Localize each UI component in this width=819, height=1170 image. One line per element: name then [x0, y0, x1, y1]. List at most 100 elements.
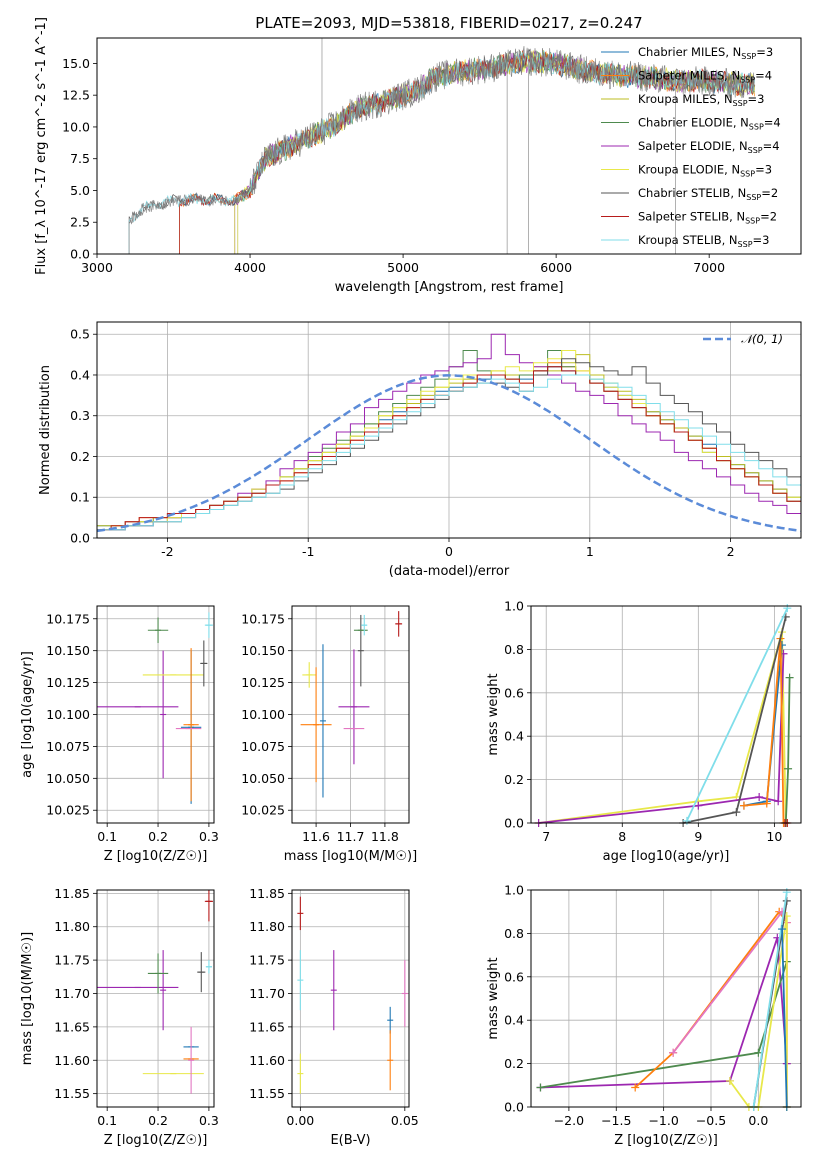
y-tick-label: 0.3: [70, 408, 90, 423]
y-tick-label: 0.4: [504, 729, 524, 744]
histogram-step: [97, 366, 801, 531]
x-tick-label: −2.0: [554, 1113, 584, 1128]
y-tick-label: 11.80: [249, 919, 285, 934]
legend-nssp: =3: [748, 92, 765, 106]
legend-nssp: =3: [753, 233, 770, 247]
y-tick-label: 11.65: [249, 1019, 285, 1034]
x-axis-label: wavelength [Angstrom, rest frame]: [335, 280, 564, 295]
y-axis-label: mass weight: [486, 673, 501, 755]
legend-subscript: SSP: [749, 123, 764, 132]
y-tick-label: 0.0: [504, 816, 524, 831]
legend-label: Salpeter ELODIE, NSSP=4: [638, 139, 780, 155]
errorbar-group: [97, 612, 213, 804]
y-tick-label: 11.75: [249, 953, 285, 968]
x-tick-label: 0.3: [199, 829, 219, 844]
y-tick-label: 11.55: [249, 1086, 285, 1101]
y-axis-label: Normed distribution: [38, 365, 53, 495]
x-axis-label: Z [log10(Z/Z☉)]: [104, 849, 208, 864]
weight-marker: [784, 764, 793, 773]
axes-frame: [291, 605, 410, 824]
y-tick-label: 5.0: [70, 183, 90, 198]
y-tick-label: 10.050: [46, 771, 90, 786]
histogram-step: [97, 354, 801, 527]
y-tick-label: 10.025: [46, 803, 90, 818]
axes-frame: [96, 605, 215, 824]
x-tick-label: 10: [766, 829, 782, 844]
y-tick-label: 11.55: [54, 1086, 90, 1101]
y-tick-label: 11.85: [54, 886, 90, 901]
y-tick-label: 11.60: [249, 1053, 285, 1068]
x-tick-label: 0.1: [97, 829, 117, 844]
legend-nssp: =4: [763, 139, 780, 153]
y-tick-label: 11.60: [54, 1053, 90, 1068]
y-tick-label: 10.0: [62, 119, 90, 134]
legend-label: 𝒩(0, 1): [741, 332, 783, 346]
y-tick-label: 11.75: [54, 953, 90, 968]
y-tick-label: 10.050: [241, 771, 285, 786]
weight-marker: [739, 801, 748, 810]
legend-nssp: =3: [756, 45, 773, 59]
legend-label: Salpeter MILES, NSSP=4: [638, 69, 772, 85]
x-tick-label: 6000: [540, 260, 572, 275]
legend-label: Salpeter STELIB, NSSP=2: [638, 210, 777, 226]
y-tick-label: 11.70: [54, 986, 90, 1001]
x-tick-label: 11.6: [302, 829, 330, 844]
legend-name: Kroupa ELODIE, N: [638, 163, 740, 177]
age-vs-mass-panel: 11.6 11.7 11.8 10.025 10.050 10.075 10.100 10.1…: [241, 605, 417, 864]
legend-nssp: =4: [755, 69, 772, 83]
mass-vs-ebv-panel: 0.00 0.05 11.55 11.60 11.65 11.70 11.75 11.80 11…: [249, 886, 419, 1148]
normal-curve: [97, 374, 801, 533]
y-tick-label: 0.0: [70, 247, 90, 262]
y-tick-label: 0.4: [504, 1013, 524, 1028]
y-tick-label: 11.80: [54, 919, 90, 934]
y-tick-label: 0.2: [70, 449, 90, 464]
y-tick-label: 0.2: [504, 772, 524, 787]
legend-nssp: =2: [761, 186, 778, 200]
legend-subscript: SSP: [740, 170, 755, 179]
x-tick-label: 11.8: [371, 829, 399, 844]
y-axis-label: Flux [f_λ 10^-17 erg cm^-2 s^-1 A^-1]: [34, 17, 49, 275]
residuals-panel: -2 -1 0 1 2 0.0 0.1 0.2 0.3 0.4 0.5 (data-model)/er…: [38, 321, 802, 579]
legend-label: Chabrier STELIB, NSSP=2: [638, 186, 778, 202]
legend-subscript: SSP: [738, 240, 753, 249]
x-tick-label: 0: [445, 544, 453, 559]
histogram-lines: [97, 333, 801, 533]
mass-vs-metallicity-panel: 0.1 0.2 0.3 11.55 11.60 11.65 11.70 11.75 11.80 1…: [20, 886, 219, 1148]
legend-subscript: SSP: [741, 52, 756, 61]
weight-lines: [536, 888, 791, 1111]
y-tick-label: 0.6: [504, 685, 524, 700]
legend-label: Kroupa MILES, NSSP=3: [638, 92, 764, 108]
y-tick-label: 0.8: [504, 642, 524, 657]
weight-marker: [732, 808, 741, 817]
x-tick-label: 0.05: [391, 1113, 419, 1128]
weight-line: [781, 929, 788, 1108]
x-tick-label: 8: [618, 829, 626, 844]
legend-subscript: SSP: [745, 217, 760, 226]
y-axis-label: age [log10(age/yr)]: [20, 651, 35, 778]
weight-vs-age-panel: 7 8 9 10 0.0 0.2 0.4 0.6 0.8 1.0 age [log10(age/yr…: [486, 599, 802, 864]
weight-line: [743, 645, 783, 807]
y-tick-label: 10.125: [46, 675, 90, 690]
weight-marker: [778, 925, 787, 934]
x-tick-label: 0.3: [199, 1113, 219, 1128]
y-tick-label: 10.100: [241, 707, 285, 722]
legend-nssp: =3: [755, 163, 772, 177]
axes-frame: [291, 889, 410, 1108]
observed-spectrum: [128, 46, 756, 254]
axes-frame: [96, 321, 802, 539]
weight-marker: [785, 673, 794, 682]
legend-name: Chabrier ELODIE, N: [638, 116, 749, 130]
weight-marker: [774, 797, 783, 806]
y-tick-label: 11.70: [249, 986, 285, 1001]
y-axis-label: mass [log10(M/M☉)]: [20, 932, 35, 1065]
x-axis-label: mass [log10(M/M☉)]: [284, 849, 417, 864]
y-tick-label: 10.125: [241, 675, 285, 690]
x-tick-label: −1.0: [648, 1113, 678, 1128]
y-tick-label: 7.5: [70, 151, 90, 166]
legend-name: Salpeter ELODIE, N: [638, 139, 748, 153]
x-tick-label: 2: [727, 544, 735, 559]
y-tick-label: 12.5: [62, 88, 90, 103]
legend-name: Salpeter MILES, N: [638, 69, 740, 83]
age-vs-metallicity-panel: 0.1 0.2 0.3 10.025 10.050 10.075 10.100 10.125 1…: [20, 605, 219, 864]
